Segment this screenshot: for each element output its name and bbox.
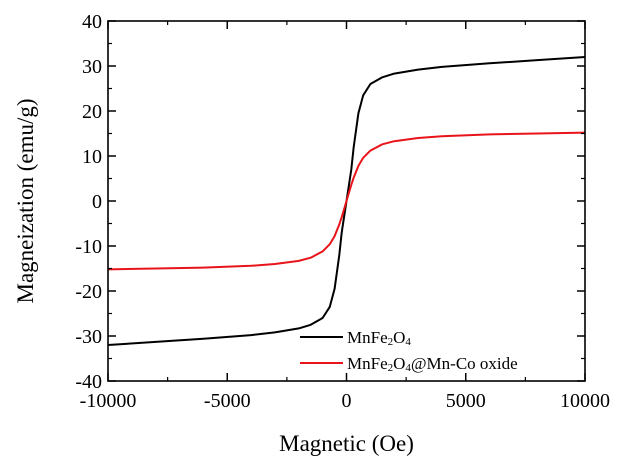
x-tick-label: 5000 — [446, 390, 486, 412]
x-tick-label: 0 — [342, 390, 352, 412]
y-tick-label: 40 — [82, 11, 102, 33]
curves-layer — [107, 56, 586, 346]
y-tick-label: 20 — [82, 101, 102, 123]
series-line-2 — [107, 131, 586, 271]
legend-label-2: MnFe2O4@Mn-Co oxide — [347, 354, 518, 374]
y-tick-label: 0 — [92, 191, 102, 213]
y-tick-label: -10 — [75, 236, 102, 258]
x-tick-label: -5000 — [204, 390, 251, 412]
legend-label-1: MnFe2O4 — [347, 328, 411, 348]
x-tick-label: -10000 — [80, 390, 137, 412]
x-axis-title: Magnetic (Oe) — [279, 431, 414, 456]
x-tick-label: 10000 — [560, 390, 610, 412]
axis-ticks: -10000 -5000 0 5000 10000 -40 -30 -20 -10 0 10 20 30… — [75, 11, 610, 412]
y-tick-label: -20 — [75, 281, 102, 303]
y-tick-label: -40 — [75, 371, 102, 393]
y-tick-label: 10 — [82, 146, 102, 168]
legend: MnFe2O4 MnFe2O4@Mn-Co oxide — [300, 328, 518, 374]
y-axis-title: Magneization (emu/g) — [13, 98, 38, 303]
y-tick-label: -30 — [75, 326, 102, 348]
y-tick-label: 30 — [82, 56, 102, 78]
